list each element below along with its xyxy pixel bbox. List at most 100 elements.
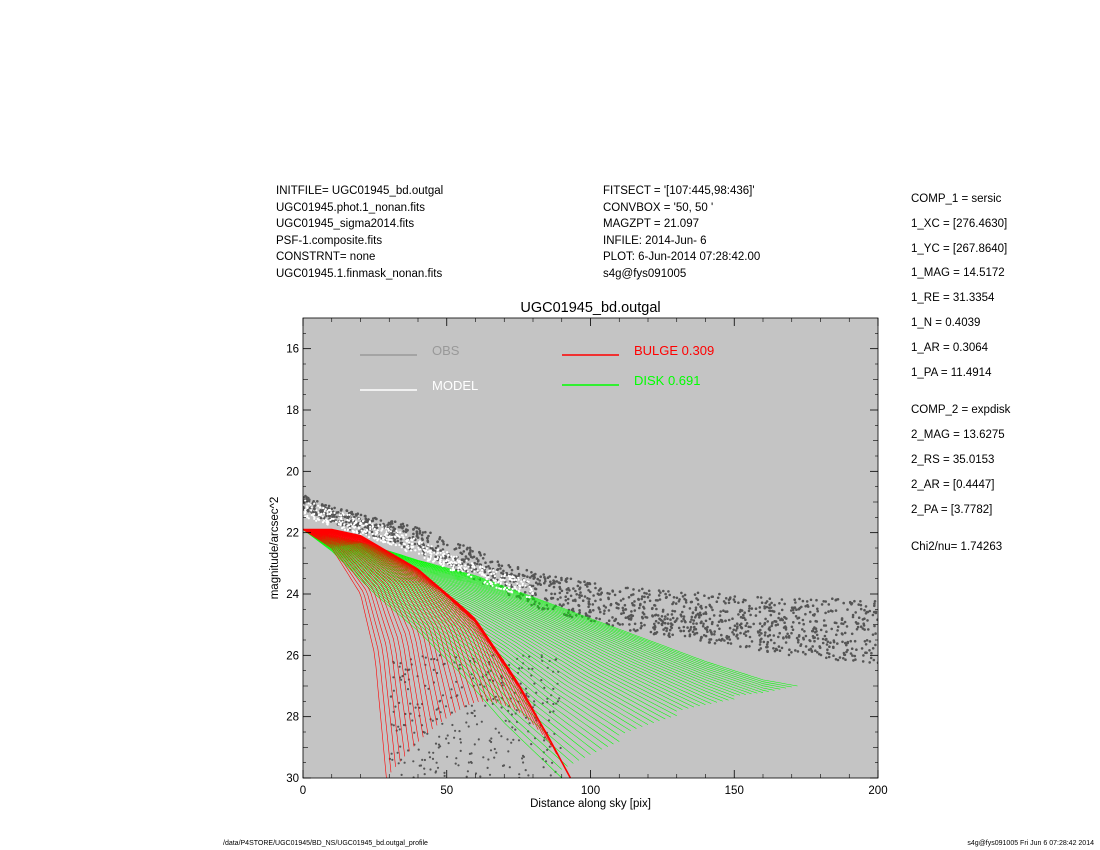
header-line: PSF-1.composite.fits <box>276 234 383 247</box>
obs-point <box>558 587 562 590</box>
model-point <box>332 517 335 521</box>
model-point <box>305 505 308 508</box>
obs-point <box>632 593 635 596</box>
obs-point <box>560 576 563 580</box>
model-point <box>446 562 449 565</box>
header-left: INITFILE= UGC01945_bd.outgal UGC01945.ph… <box>276 183 443 282</box>
obs-point <box>500 571 503 575</box>
obs-point <box>831 597 834 600</box>
obs-point <box>768 609 771 612</box>
obs-point <box>815 633 819 637</box>
obs-point <box>552 702 555 706</box>
obs-point <box>683 634 687 638</box>
obs-point <box>802 622 805 626</box>
model-point <box>417 552 421 555</box>
model-point <box>486 582 489 586</box>
obs-point <box>521 757 524 760</box>
obs-point <box>497 563 501 566</box>
obs-point <box>599 610 602 614</box>
obs-point <box>787 636 791 639</box>
model-point <box>452 564 455 567</box>
obs-point <box>760 632 763 635</box>
model-point <box>377 524 380 528</box>
obs-point <box>436 540 439 543</box>
obs-point <box>841 640 844 644</box>
obs-point <box>564 599 568 602</box>
model-point <box>361 531 364 535</box>
obs-point <box>567 587 570 590</box>
model-point <box>339 521 342 525</box>
model-point <box>493 579 496 582</box>
obs-point <box>450 711 453 714</box>
obs-point <box>370 519 374 523</box>
obs-point <box>458 667 461 670</box>
obs-point <box>836 625 840 629</box>
obs-point <box>628 623 631 626</box>
model-point <box>379 539 383 542</box>
model-point <box>307 502 310 505</box>
model-point <box>513 579 516 582</box>
obs-point <box>437 743 441 746</box>
model-point <box>443 552 446 556</box>
obs-point <box>421 538 424 541</box>
model-point <box>508 578 511 581</box>
model-point <box>348 527 351 530</box>
obs-point <box>578 611 581 614</box>
model-point <box>439 559 442 563</box>
obs-point <box>490 578 493 582</box>
obs-point <box>400 678 403 681</box>
obs-point <box>747 609 751 613</box>
obs-point <box>544 579 547 583</box>
obs-point <box>689 625 693 629</box>
obs-point <box>413 542 417 546</box>
obs-point <box>639 626 643 630</box>
obs-point <box>475 723 479 726</box>
bulge-curves <box>303 528 572 778</box>
obs-point <box>518 773 521 776</box>
obs-point <box>744 624 748 627</box>
obs-point <box>431 757 435 761</box>
obs-point <box>851 654 854 657</box>
model-point <box>405 539 408 542</box>
obs-point <box>754 614 758 617</box>
obs-point <box>528 655 531 658</box>
obs-point <box>711 608 714 612</box>
model-point <box>463 567 466 570</box>
obs-point <box>782 636 785 639</box>
obs-point <box>804 645 808 648</box>
obs-point <box>826 640 830 643</box>
obs-point <box>543 686 546 690</box>
model-point <box>505 582 508 586</box>
obs-point <box>580 594 583 597</box>
obs-point <box>792 608 795 612</box>
model-point <box>414 549 417 552</box>
obs-point <box>765 600 769 603</box>
obs-point <box>804 652 807 656</box>
obs-point <box>502 569 505 573</box>
bulge-curve <box>303 529 392 773</box>
model-point <box>490 582 493 585</box>
model-point <box>361 520 365 523</box>
obs-point <box>490 737 493 740</box>
obs-point <box>502 764 506 767</box>
obs-point <box>859 600 862 603</box>
model-point <box>522 579 526 582</box>
obs-point <box>468 546 472 550</box>
model-point <box>346 528 350 531</box>
obs-point <box>486 766 489 770</box>
obs-point <box>514 728 517 731</box>
obs-point <box>424 656 427 659</box>
model-point <box>473 570 476 573</box>
obs-point <box>871 633 875 636</box>
model-point <box>436 548 439 552</box>
obs-point <box>443 774 446 778</box>
obs-point <box>414 526 417 529</box>
obs-point <box>422 730 425 734</box>
model-point <box>321 521 325 524</box>
model-point <box>383 540 386 544</box>
obs-point <box>836 642 839 645</box>
obs-point <box>619 599 623 602</box>
model-point <box>505 588 509 591</box>
obs-point <box>664 626 667 630</box>
model-point <box>518 590 521 593</box>
